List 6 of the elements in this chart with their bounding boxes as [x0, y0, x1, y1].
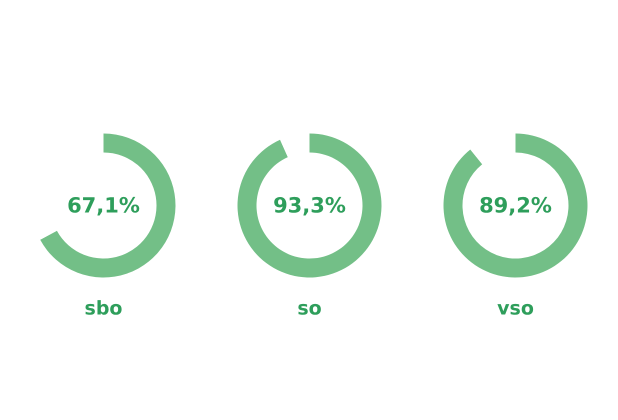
text: vso [497, 298, 534, 320]
text: 93,3% [273, 194, 346, 218]
text: 89,2% [479, 194, 552, 218]
text: sbo [84, 298, 122, 320]
text: so [297, 298, 322, 320]
text: 67,1% [67, 194, 140, 218]
